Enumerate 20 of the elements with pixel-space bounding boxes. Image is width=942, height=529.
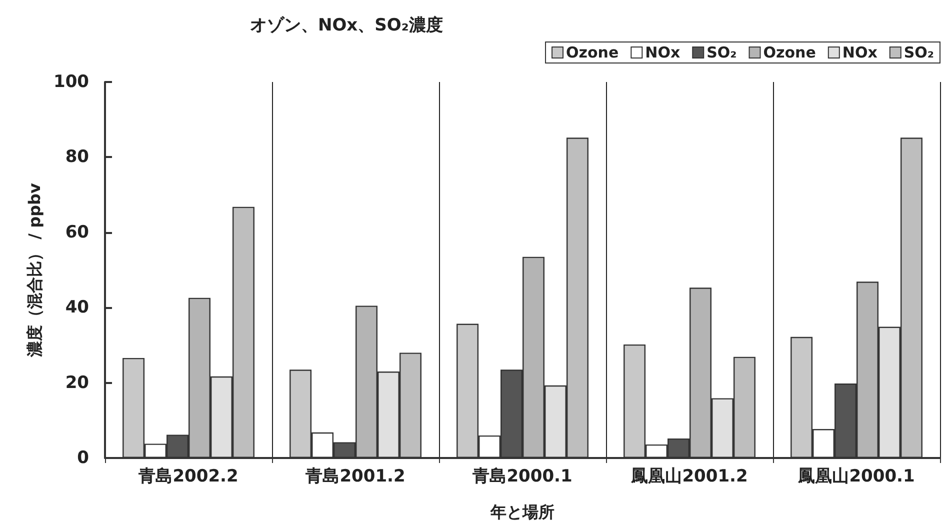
y-tick-label: 0	[77, 448, 90, 468]
legend-label: Ozone	[566, 44, 619, 62]
chart-title: オゾン、NOx、SO₂濃度	[250, 16, 443, 36]
legend-label: SO₂	[706, 44, 737, 62]
x-tick-label: 鳳凰山2001.2	[630, 466, 748, 486]
y-tick-label: 20	[65, 372, 90, 393]
legend-label: Ozone	[763, 44, 816, 62]
x-axis-title: 年と場所	[490, 502, 554, 522]
y-tick-label: 100	[54, 72, 90, 92]
y-tick-label: 40	[65, 298, 90, 318]
legend-label: SO₂	[904, 44, 934, 62]
y-axis-title: 濃度（混合比） / ppbv	[25, 182, 44, 358]
legend-label: NOx	[842, 44, 878, 62]
x-tick-label: 鳳凰山2000.1	[797, 466, 915, 486]
x-tick-label: 青島2000.1	[472, 466, 572, 486]
y-tick-label: 60	[65, 222, 90, 242]
x-tick-label: 青島2002.2	[138, 466, 238, 486]
y-tick-label: 80	[65, 147, 90, 168]
x-tick-label: 青島2001.2	[304, 466, 406, 486]
legend-label: NOx	[645, 44, 680, 62]
